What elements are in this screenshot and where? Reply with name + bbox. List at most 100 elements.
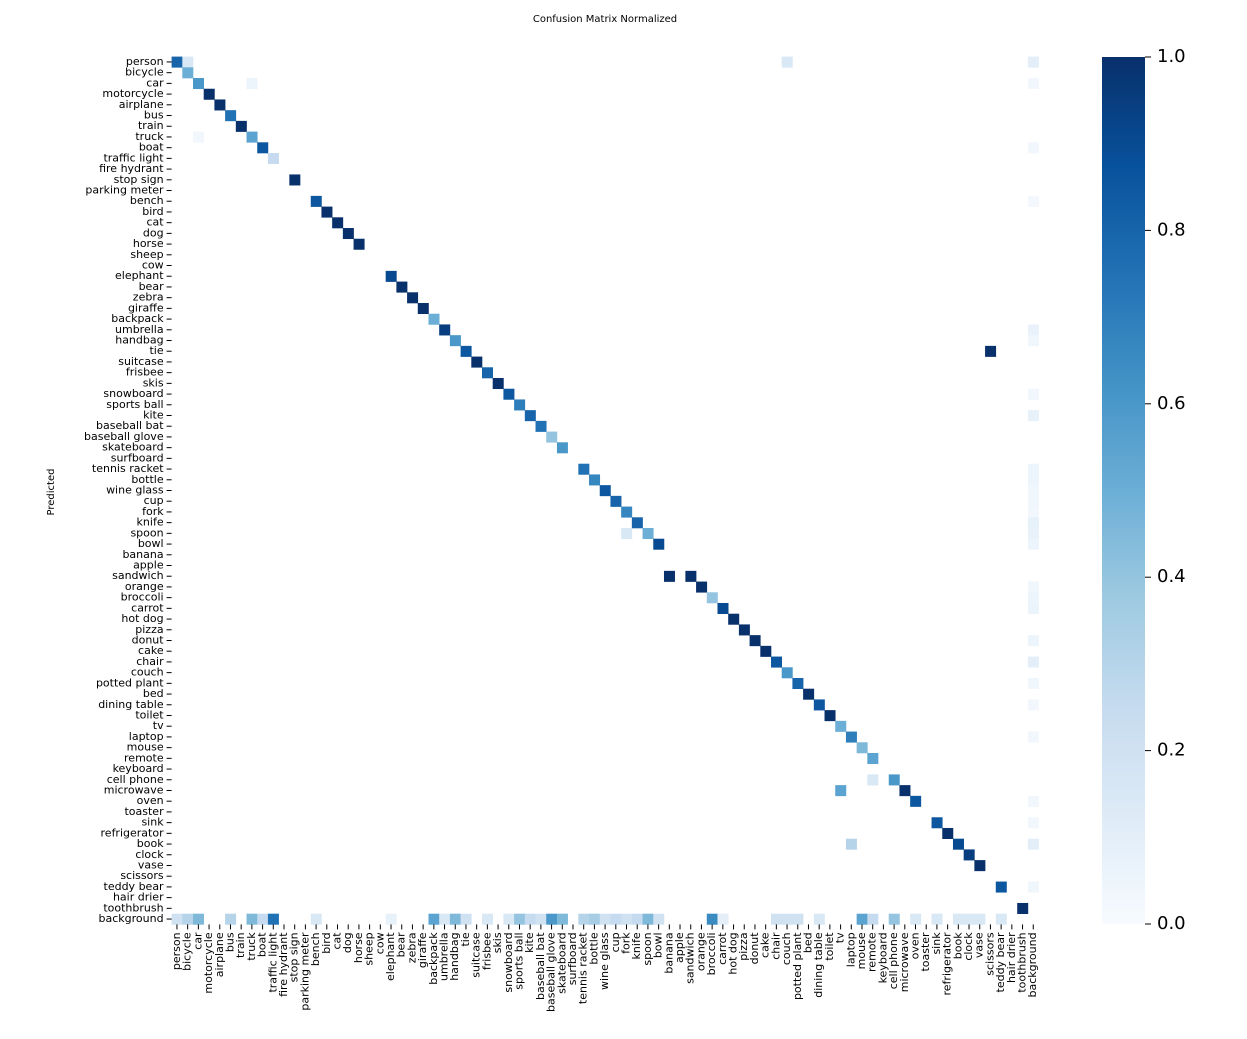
y-tick-label: hot dog (121, 612, 163, 625)
colorbar-tick-label: 0.0 (1157, 913, 1186, 934)
y-tick-label: broccoli (121, 591, 164, 604)
cell (1027, 656, 1039, 668)
cell (193, 131, 205, 143)
colorbar (1102, 57, 1145, 924)
cell (696, 581, 708, 593)
cell (1027, 388, 1039, 400)
y-tick-label: cup (144, 494, 164, 507)
y-tick-label: toilet (135, 708, 164, 721)
colorbar-tick-label: 1.0 (1157, 46, 1186, 67)
y-tick-label: bench (130, 194, 164, 207)
cell (353, 238, 365, 250)
cell (1027, 517, 1039, 529)
colorbar-tick-label: 0.6 (1157, 393, 1186, 414)
y-tick-label: book (137, 837, 164, 850)
x-tick-label: boat (256, 932, 269, 957)
cell (514, 913, 526, 925)
y-tick-label: train (138, 119, 164, 132)
x-tick-label: dining table (812, 932, 825, 998)
cell (792, 913, 804, 925)
cell (546, 913, 558, 925)
x-tick-label: toilet (823, 932, 836, 961)
y-tick-label: clock (135, 848, 164, 861)
y-tick-label: parking meter (85, 184, 164, 197)
cell (610, 913, 622, 925)
cell (1027, 581, 1039, 593)
cell (910, 913, 922, 925)
x-tick-label: frisbee (480, 932, 493, 970)
x-tick-label: stop sign (288, 932, 301, 982)
cell (257, 913, 269, 925)
x-tick-label: snowboard (502, 932, 515, 992)
y-tick-label: refrigerator (101, 826, 165, 839)
y-tick-label: elephant (115, 269, 164, 282)
x-tick-label: airplane (213, 932, 226, 977)
cell (524, 410, 536, 422)
y-tick-label: pizza (135, 623, 163, 636)
x-tick-label: cat (331, 932, 344, 950)
x-tick-label: oven (909, 932, 922, 959)
y-tick-label: teddy bear (104, 880, 165, 893)
y-tick-label: toothbrush (103, 901, 163, 914)
cell (931, 913, 943, 925)
cell (792, 677, 804, 690)
y-tick-label: microwave (104, 783, 164, 796)
cell (193, 78, 205, 90)
y-tick-label: airplane (119, 98, 164, 111)
cell (524, 913, 536, 925)
x-tick-label: person (170, 932, 183, 970)
cell (546, 431, 558, 443)
cell (888, 774, 900, 786)
x-tick-label: scissors (983, 932, 996, 976)
cell (385, 270, 397, 282)
cell (631, 517, 643, 529)
cell (396, 281, 408, 293)
cell (503, 388, 515, 400)
cell (985, 345, 997, 357)
x-tick-label: bird (320, 932, 333, 953)
y-tick-label: background (99, 912, 164, 925)
y-tick-label: snowboard (103, 387, 163, 400)
y-tick-label: wine glass (106, 484, 164, 497)
cell (610, 495, 622, 507)
x-tick-label: bed (801, 932, 814, 953)
x-tick-label: zebra (405, 932, 418, 963)
x-tick-label: sheep (363, 932, 376, 965)
y-tick-label: horse (133, 237, 164, 250)
cell (653, 538, 665, 550)
y-tick-label: traffic light (103, 151, 164, 164)
x-tick-label: tie (459, 932, 472, 946)
y-tick-label: orange (125, 580, 164, 593)
cell (589, 474, 601, 486)
y-axis-label: Predicted (46, 469, 57, 516)
cell (706, 913, 718, 925)
y-tick-label: keyboard (113, 762, 164, 775)
y-tick-label: backpack (111, 312, 164, 325)
cell (589, 913, 601, 925)
x-tick-label: keyboard (876, 932, 889, 983)
x-tick-label: laptop (844, 932, 857, 967)
cell (439, 324, 451, 336)
x-tick-label: couch (780, 932, 793, 965)
x-tick-label: sandwich (684, 932, 697, 984)
y-tick-label: tennis racket (92, 462, 164, 475)
x-tick-label: bench (309, 932, 322, 966)
cell (449, 913, 461, 925)
y-tick-label: fire hydrant (99, 162, 164, 175)
cell (428, 913, 440, 925)
x-tick-label: background (1026, 932, 1039, 997)
x-tick-label: bicycle (181, 932, 194, 971)
cell (310, 195, 322, 207)
y-tick-label: sports ball (106, 398, 163, 411)
y-tick-label: cow (142, 259, 164, 272)
cell (342, 228, 354, 240)
cell (835, 785, 847, 797)
cell (1027, 731, 1039, 743)
cell (246, 131, 258, 143)
cell (1027, 324, 1039, 336)
x-tick-label: umbrella (438, 932, 451, 981)
cell (621, 913, 633, 925)
chart-title: Confusion Matrix Normalized (533, 14, 677, 25)
cell (813, 699, 825, 711)
x-tick-label: refrigerator (941, 932, 954, 996)
